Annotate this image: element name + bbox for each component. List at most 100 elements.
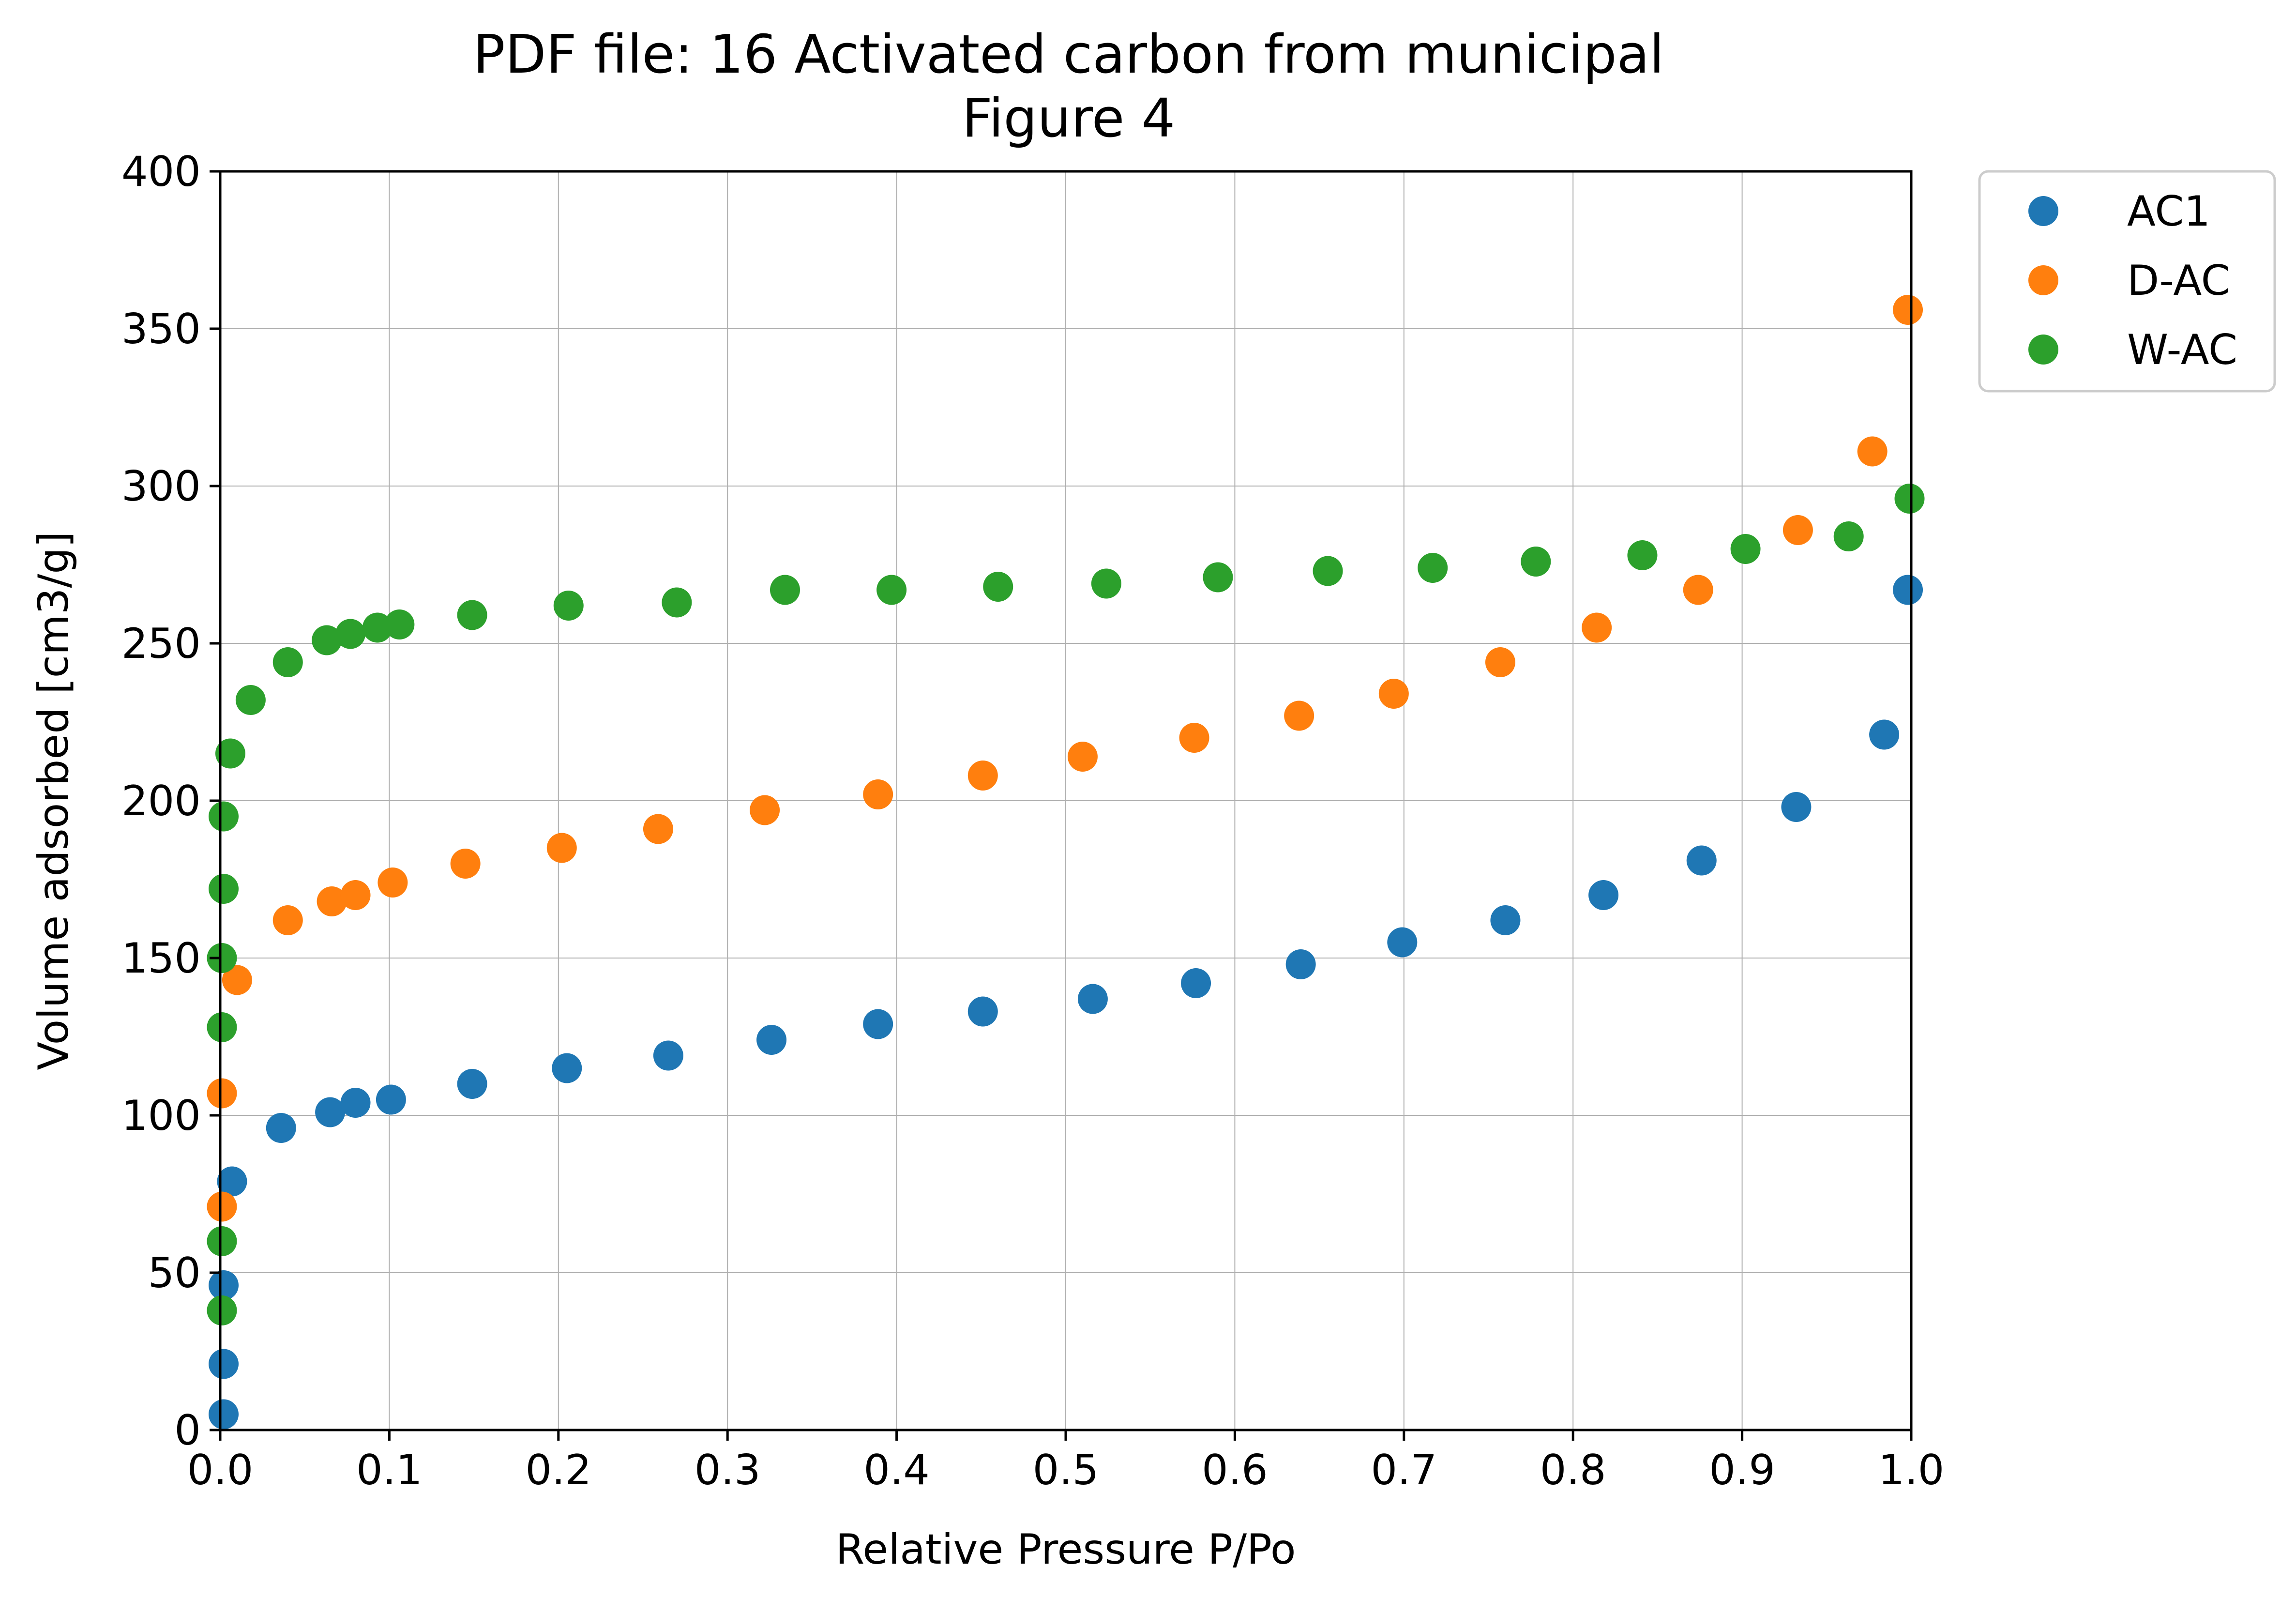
- x-tick-label: 0.0: [187, 1446, 254, 1494]
- x-tick-label: 0.9: [1709, 1446, 1775, 1494]
- data-point-w-ac: [1627, 540, 1658, 570]
- y-tick-label: 250: [121, 620, 201, 668]
- data-point-w-ac: [1730, 534, 1761, 564]
- data-point-w-ac: [876, 575, 907, 605]
- x-tick-label: 0.8: [1540, 1446, 1606, 1494]
- data-point-d-ac: [222, 965, 252, 995]
- data-point-ac1: [552, 1053, 582, 1083]
- data-point-d-ac: [450, 849, 481, 879]
- data-point-d-ac: [1857, 436, 1888, 467]
- data-point-ac1: [1285, 949, 1316, 979]
- data-point-w-ac: [207, 1226, 237, 1256]
- data-point-w-ac: [1091, 568, 1121, 599]
- legend-label-w-ac: W-AC: [2127, 326, 2237, 374]
- data-point-w-ac: [1313, 556, 1343, 586]
- data-point-ac1: [1588, 880, 1619, 910]
- series-w-ac: [207, 484, 1925, 1325]
- data-point-ac1: [266, 1113, 296, 1143]
- data-point-ac1: [208, 1349, 239, 1379]
- data-point-d-ac: [378, 867, 408, 898]
- data-point-ac1: [1490, 905, 1521, 935]
- data-point-w-ac: [208, 801, 239, 832]
- data-point-w-ac: [1418, 553, 1448, 583]
- x-tick-label: 0.3: [695, 1446, 761, 1494]
- x-tick-label: 0.5: [1033, 1446, 1099, 1494]
- legend-label-d-ac: D-AC: [2127, 257, 2230, 305]
- data-point-ac1: [217, 1166, 247, 1197]
- axis-ticks: 0.0 0.1 0.2 0.3 0.4 0.5 0.6 0.7 0.8 0.9 1.0 0 50 100 1…: [121, 148, 1945, 1494]
- data-point-w-ac: [207, 1295, 237, 1325]
- chart-subtitle: Figure 4: [962, 87, 1176, 149]
- data-point-w-ac: [207, 1012, 237, 1042]
- y-tick-label: 200: [121, 777, 201, 825]
- legend-label-ac1: AC1: [2127, 187, 2210, 236]
- data-point-w-ac: [1894, 484, 1925, 514]
- data-point-w-ac: [235, 685, 266, 715]
- y-tick-label: 100: [121, 1092, 201, 1140]
- y-tick-label: 400: [121, 148, 201, 196]
- data-point-ac1: [208, 1270, 239, 1300]
- data-point-ac1: [1893, 575, 1923, 605]
- data-point-d-ac: [750, 795, 780, 825]
- data-point-d-ac: [317, 886, 347, 916]
- data-point-d-ac: [1485, 647, 1515, 677]
- data-point-w-ac: [662, 587, 692, 618]
- legend: AC1 D-AC W-AC: [1978, 170, 2276, 393]
- data-point-w-ac: [312, 625, 342, 655]
- data-point-ac1: [1077, 984, 1108, 1014]
- data-point-ac1: [340, 1088, 371, 1118]
- data-point-w-ac: [1203, 562, 1233, 593]
- x-tick-label: 0.7: [1371, 1446, 1437, 1494]
- legend-marker-w-ac: [2028, 335, 2058, 365]
- data-point-d-ac: [1284, 700, 1314, 731]
- x-tick-label: 0.4: [863, 1446, 930, 1494]
- data-point-w-ac: [384, 609, 415, 639]
- y-axis-label: Volume adsorbed [cm3/g]: [30, 531, 78, 1070]
- data-point-d-ac: [1179, 723, 1209, 753]
- data-point-ac1: [1781, 792, 1812, 822]
- data-point-w-ac: [215, 738, 245, 769]
- data-point-ac1: [1869, 719, 1900, 750]
- x-tick-label: 1.0: [1878, 1446, 1945, 1494]
- data-point-ac1: [208, 1399, 239, 1430]
- data-point-d-ac: [1782, 515, 1813, 545]
- data-point-d-ac: [863, 779, 893, 809]
- data-point-w-ac: [1833, 521, 1864, 551]
- series-ac1: [208, 575, 1923, 1430]
- data-point-w-ac: [207, 943, 237, 973]
- data-point-d-ac: [1582, 612, 1612, 643]
- data-point-ac1: [863, 1009, 893, 1039]
- data-point-d-ac: [1378, 679, 1409, 709]
- data-point-ac1: [756, 1025, 787, 1055]
- legend-box: [1978, 170, 2276, 393]
- data-point-ac1: [967, 996, 998, 1027]
- x-tick-label: 0.1: [356, 1446, 423, 1494]
- data-point-d-ac: [1067, 742, 1098, 772]
- data-point-w-ac: [457, 600, 487, 630]
- data-point-ac1: [457, 1069, 487, 1099]
- data-point-w-ac: [553, 591, 584, 621]
- y-tick-label: 50: [148, 1249, 201, 1297]
- data-point-w-ac: [335, 619, 366, 649]
- data-point-ac1: [653, 1040, 683, 1071]
- data-point-d-ac: [643, 814, 673, 844]
- data-point-d-ac: [207, 1191, 237, 1222]
- y-tick-label: 0: [174, 1406, 201, 1455]
- data-point-ac1: [1686, 845, 1717, 876]
- data-point-ac1: [315, 1097, 346, 1127]
- x-axis-label: Relative Pressure P/Po: [836, 1525, 1296, 1574]
- x-tick-label: 0.6: [1202, 1446, 1268, 1494]
- data-point-ac1: [1181, 968, 1211, 998]
- data-point-d-ac: [207, 1078, 237, 1109]
- data-point-d-ac: [340, 880, 371, 910]
- data-point-w-ac: [1521, 547, 1551, 577]
- data-point-w-ac: [362, 612, 393, 643]
- data-point-ac1: [376, 1084, 406, 1115]
- legend-marker-d-ac: [2028, 265, 2058, 295]
- data-point-w-ac: [770, 575, 800, 605]
- legend-marker-ac1: [2028, 196, 2058, 226]
- data-point-w-ac: [983, 572, 1013, 602]
- y-tick-label: 300: [121, 462, 201, 511]
